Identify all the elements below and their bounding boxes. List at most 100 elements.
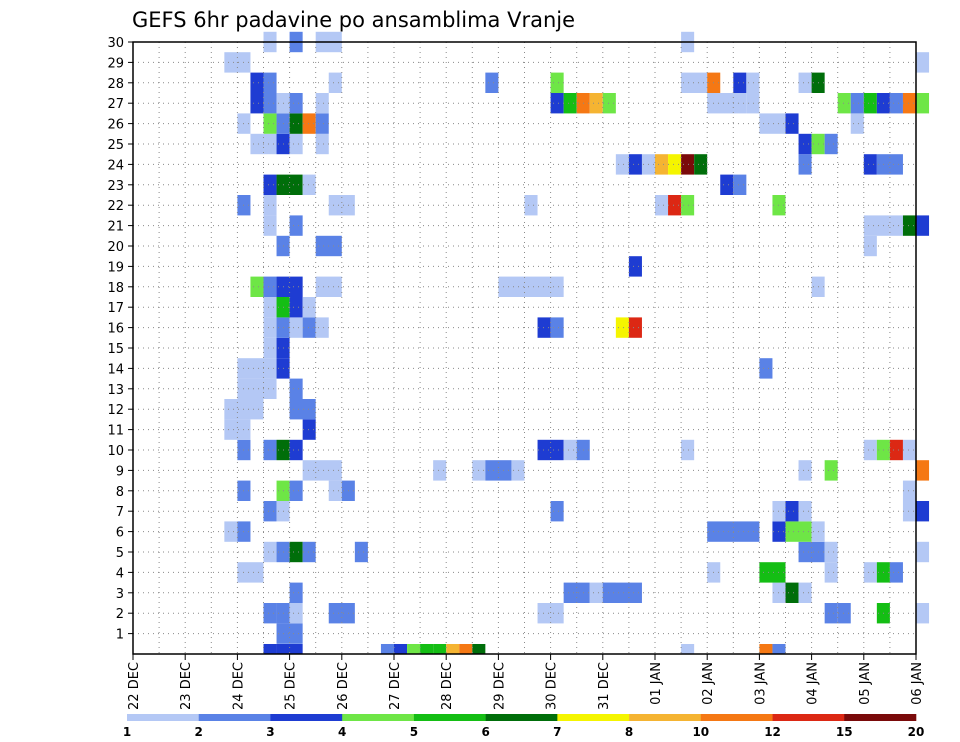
precip-cell: [263, 297, 277, 318]
x-tick-label: 23 DEC: [179, 662, 194, 710]
precip-cell: [237, 378, 277, 399]
precip-cell: [668, 195, 682, 216]
y-tick-label: 10: [107, 444, 124, 459]
precip-cell: [250, 93, 264, 114]
colorbar-label: 3: [266, 725, 274, 739]
precip-cell: [759, 644, 773, 654]
colorbar-label: 2: [195, 725, 203, 739]
precip-cell: [537, 317, 551, 338]
precip-cell: [446, 644, 460, 654]
precip-cell: [550, 501, 564, 522]
y-tick-label: 6: [116, 526, 124, 541]
precip-cell: [889, 93, 903, 114]
precip-cell: [550, 93, 564, 114]
x-tick-label: 30 DEC: [545, 662, 560, 710]
colorbar-legend: 1 2 3 4 5 6 7 8 10 12 15 20: [123, 714, 924, 739]
precip-cell: [263, 337, 277, 359]
precip-cell: [902, 215, 916, 236]
precip-cell: [289, 215, 303, 236]
precip-cell: [785, 113, 799, 134]
colorbar-label: 10: [692, 725, 709, 739]
y-tick-label: 27: [107, 97, 124, 112]
precip-cell: [380, 644, 394, 654]
precip-cell: [394, 644, 408, 654]
precip-cell: [237, 562, 264, 583]
colorbar-swatch: [127, 714, 200, 721]
y-tick-label: 1: [116, 628, 124, 643]
colorbar-label: 7: [553, 725, 561, 739]
precip-cell: [263, 215, 277, 236]
precip-cell: [837, 603, 851, 624]
precip-cell: [289, 541, 303, 563]
y-tick-label: 8: [116, 485, 124, 500]
precip-cell: [237, 358, 277, 379]
precip-cell: [263, 644, 277, 654]
y-tick-label: 13: [107, 383, 124, 398]
colorbar-label: 12: [764, 725, 781, 739]
y-tick-label: 24: [107, 158, 124, 173]
precip-cell: [916, 52, 930, 73]
precip-cell: [302, 113, 316, 134]
precip-cell: [263, 541, 277, 563]
precip-cell: [328, 72, 342, 93]
y-tick-label: 2: [116, 607, 124, 622]
precip-cell: [524, 195, 538, 216]
x-tick-label: 29 DEC: [492, 662, 507, 710]
precip-cell: [824, 562, 838, 583]
x-tick-label: 03 JAN: [753, 662, 768, 705]
precip-cell: [694, 154, 708, 175]
y-tick-label: 12: [107, 403, 124, 418]
colorbar-label: 5: [410, 725, 418, 739]
y-tick-label: 19: [107, 260, 124, 275]
colorbar-swatch: [270, 714, 343, 721]
precip-cell: [328, 603, 355, 624]
x-tick-label: 02 JAN: [701, 662, 716, 705]
x-tick-label: 27 DEC: [388, 662, 403, 710]
colorbar-swatch: [413, 714, 486, 721]
chart-title: GEFS 6hr padavine po ansamblima Vranje: [132, 8, 575, 32]
precip-cell: [289, 582, 303, 603]
precip-cell: [733, 174, 747, 195]
precip-cell: [263, 501, 277, 522]
precip-cell: [563, 439, 577, 461]
colorbar-swatch: [844, 714, 917, 721]
precip-cell: [302, 317, 316, 338]
y-tick-label: 5: [116, 546, 124, 561]
precip-cell: [902, 501, 916, 522]
colorbar-label: 15: [836, 725, 853, 739]
precip-cell: [759, 113, 786, 134]
precip-cell: [407, 644, 421, 654]
precip-cell: [250, 72, 264, 93]
precip-cell: [302, 297, 316, 318]
precip-cell: [263, 93, 277, 114]
colorbar-swatch: [629, 714, 702, 721]
precip-cell: [550, 72, 564, 93]
colorbar-label: 4: [338, 725, 346, 739]
precip-cell: [668, 154, 682, 175]
precip-cell: [511, 460, 525, 481]
y-tick-label: 15: [107, 342, 124, 357]
precip-cell: [681, 154, 695, 175]
precip-cell: [889, 439, 903, 461]
y-tick-label: 4: [116, 566, 124, 581]
precip-cell: [889, 562, 903, 583]
precip-cell: [537, 439, 564, 461]
precip-cell: [681, 195, 695, 216]
y-tick-label: 9: [116, 464, 124, 479]
y-axis: 1234567891011121314151617181920212223242…: [107, 36, 133, 643]
y-tick-label: 17: [107, 301, 124, 316]
precip-cell: [628, 256, 642, 277]
precip-cell: [785, 501, 799, 522]
precip-cell: [302, 174, 316, 195]
x-tick-label: 06 JAN: [910, 662, 925, 705]
precip-cell: [433, 460, 447, 481]
precip-cell: [902, 439, 916, 461]
colorbar-swatch: [557, 714, 630, 721]
precip-cell: [759, 562, 786, 583]
precip-cell: [263, 603, 277, 624]
precip-cell: [224, 419, 251, 440]
precip-cell: [681, 439, 695, 461]
precip-cell: [615, 317, 629, 338]
precip-cell: [798, 133, 812, 155]
